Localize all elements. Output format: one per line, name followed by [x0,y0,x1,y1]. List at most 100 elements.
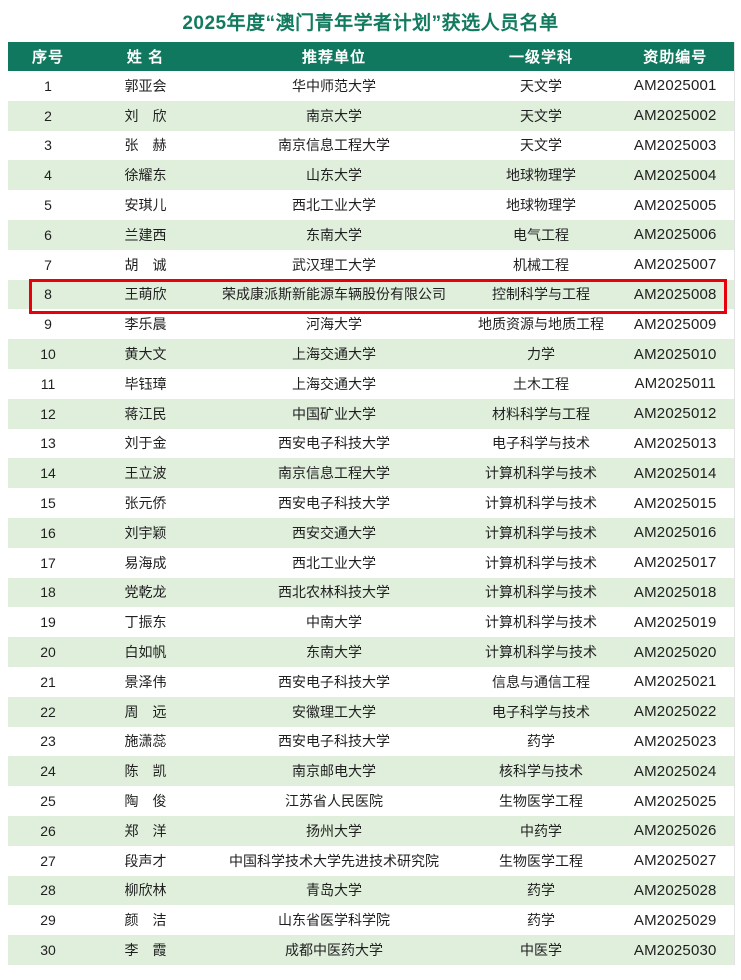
cell-grant-id: AM2025009 [633,315,717,333]
cell-grant-id: AM2025029 [633,911,717,929]
cell-name: 安琪儿 [124,197,167,214]
table-row: 17 易海成 西北工业大学 计算机科学与技术 AM2025017 [8,548,734,578]
cell-grant-id: AM2025007 [633,256,717,274]
cell-index: 7 [44,256,52,273]
cell-organization: 荣成康派斯新能源车辆股份有限公司 [203,279,465,310]
cell-discipline: 电子科学与技术 [492,435,590,452]
cell-index: 25 [40,793,56,810]
cell-organization: 西安交通大学 [203,517,465,548]
table-row: 2 刘 欣 南京大学 天文学 AM2025002 [8,100,734,131]
cell-organization: 青岛大学 [203,875,465,906]
cell-grant-id: AM2025024 [617,756,734,787]
cell-index: 2 [8,100,88,131]
column-header-index: 序号 [8,42,88,71]
cell-grant-id: AM2025005 [633,196,717,214]
cell-organization: 西安电子科技大学 [278,495,390,512]
cell-discipline: 生物医学工程 [499,852,583,869]
table-row: 15 张元侨 西安电子科技大学 计算机科学与技术 AM2025015 [8,488,734,518]
cell-discipline: 电子科学与技术 [465,696,617,727]
cell-discipline: 药学 [527,912,555,929]
cell-organization: 南京信息工程大学 [203,458,465,489]
table-row: 19 丁振东 中南大学 计算机科学与技术 AM2025019 [8,607,734,637]
cell-index: 15 [40,495,56,512]
cell-name: 黄大文 [88,339,203,369]
table-row: 13 刘于金 西安电子科技大学 电子科学与技术 AM2025013 [8,429,734,459]
cell-index: 28 [8,875,88,906]
cell-index: 16 [8,517,88,548]
cell-organization: 东南大学 [203,637,465,667]
table-row: 5 安琪儿 西北工业大学 地球物理学 AM2025005 [8,190,734,220]
cell-index: 1 [44,77,52,94]
cell-discipline: 天文学 [520,137,562,154]
cell-discipline: 药学 [465,875,617,906]
cell-organization: 中南大学 [306,614,362,631]
cell-discipline: 计算机科学与技术 [465,517,617,548]
cell-index: 23 [40,733,56,750]
cell-index: 8 [8,279,88,310]
table-row: 9 李乐晨 河海大学 地质资源与地质工程 AM2025009 [8,309,734,339]
cell-grant-id: AM2025030 [617,935,734,965]
cell-discipline: 土木工程 [513,375,569,392]
cell-name: 施潇蕊 [124,733,167,750]
cell-organization: 西安电子科技大学 [278,733,390,750]
cell-organization: 河海大学 [306,316,362,333]
cell-grant-id: AM2025010 [617,339,734,369]
cell-name: 张元侨 [124,495,167,512]
cell-grant-id: AM2025025 [633,792,717,810]
cell-discipline: 信息与通信工程 [492,673,590,690]
cell-organization: 东南大学 [203,219,465,250]
table-row: 25 陶 俊 江苏省人民医院 生物医学工程 AM2025025 [8,786,734,816]
cell-discipline: 计算机科学与技术 [465,577,617,608]
table-row: 22 周 远 安徽理工大学 电子科学与技术 AM2025022 [8,696,734,727]
cell-discipline: 生物医学工程 [499,793,583,810]
cell-organization: 南京信息工程大学 [278,137,390,154]
cell-grant-id: AM2025015 [633,494,717,512]
cell-discipline: 计算机科学与技术 [465,637,617,667]
cell-organization: 西北工业大学 [292,554,376,571]
column-header-name: 姓 名 [88,42,203,71]
cell-index: 22 [8,696,88,727]
cell-grant-id: AM2025001 [633,77,717,95]
cell-name: 易海成 [124,554,167,571]
cell-organization: 上海交通大学 [292,375,376,392]
cell-name: 党乾龙 [88,577,203,608]
table-row: 10 黄大文 上海交通大学 力学 AM2025010 [8,339,734,369]
table-body: 1 郭亚会 华中师范大学 天文学 AM2025001 2 刘 欣 南京大学 天文… [8,71,734,965]
table-row: 11 毕钰璋 上海交通大学 土木工程 AM2025011 [8,369,734,399]
cell-name: 徐耀东 [88,160,203,191]
cell-organization: 安徽理工大学 [203,696,465,727]
cell-name: 刘 欣 [88,100,203,131]
cell-name: 陶 俊 [124,793,167,810]
cell-grant-id: AM2025018 [617,577,734,608]
cell-organization: 山东大学 [203,160,465,191]
cell-discipline: 材料科学与工程 [465,398,617,429]
cell-index: 17 [40,554,56,571]
cell-index: 4 [8,160,88,191]
cell-discipline: 中药学 [465,815,617,846]
cell-name: 王萌欣 [88,279,203,310]
table-row: 18 党乾龙 西北农林科技大学 计算机科学与技术 AM2025018 [8,577,734,608]
cell-index: 30 [8,935,88,965]
column-header-organization: 推荐单位 [203,42,465,71]
table-row: 20 白如帆 东南大学 计算机科学与技术 AM2025020 [8,637,734,667]
cell-discipline: 力学 [465,339,617,369]
cell-organization: 南京邮电大学 [203,756,465,787]
cell-index: 3 [44,137,52,154]
cell-name: 陈 凯 [88,756,203,787]
cell-discipline: 计算机科学与技术 [485,495,597,512]
cell-name: 兰建西 [88,219,203,250]
table-header-row: 序号 姓 名 推荐单位 一级学科 资助编号 [8,42,734,71]
table-row: 27 段声才 中国科学技术大学先进技术研究院 生物医学工程 AM2025027 [8,846,734,876]
cell-grant-id: AM2025026 [617,815,734,846]
cell-name: 颜 洁 [124,912,167,929]
cell-organization: 西安电子科技大学 [278,435,390,452]
page-title: 2025年度“澳门青年学者计划”获选人员名单 [182,12,559,34]
table-row: 8 王萌欣 荣成康派斯新能源车辆股份有限公司 控制科学与工程 AM2025008 [8,279,734,310]
cell-organization: 南京大学 [203,100,465,131]
table-row: 16 刘宇颖 西安交通大学 计算机科学与技术 AM2025016 [8,517,734,548]
column-header-grant-id: 资助编号 [617,42,734,71]
cell-discipline: 中医学 [465,935,617,965]
table-row: 6 兰建西 东南大学 电气工程 AM2025006 [8,219,734,250]
cell-organization: 中国矿业大学 [203,398,465,429]
cell-discipline: 地质资源与地质工程 [478,316,604,333]
